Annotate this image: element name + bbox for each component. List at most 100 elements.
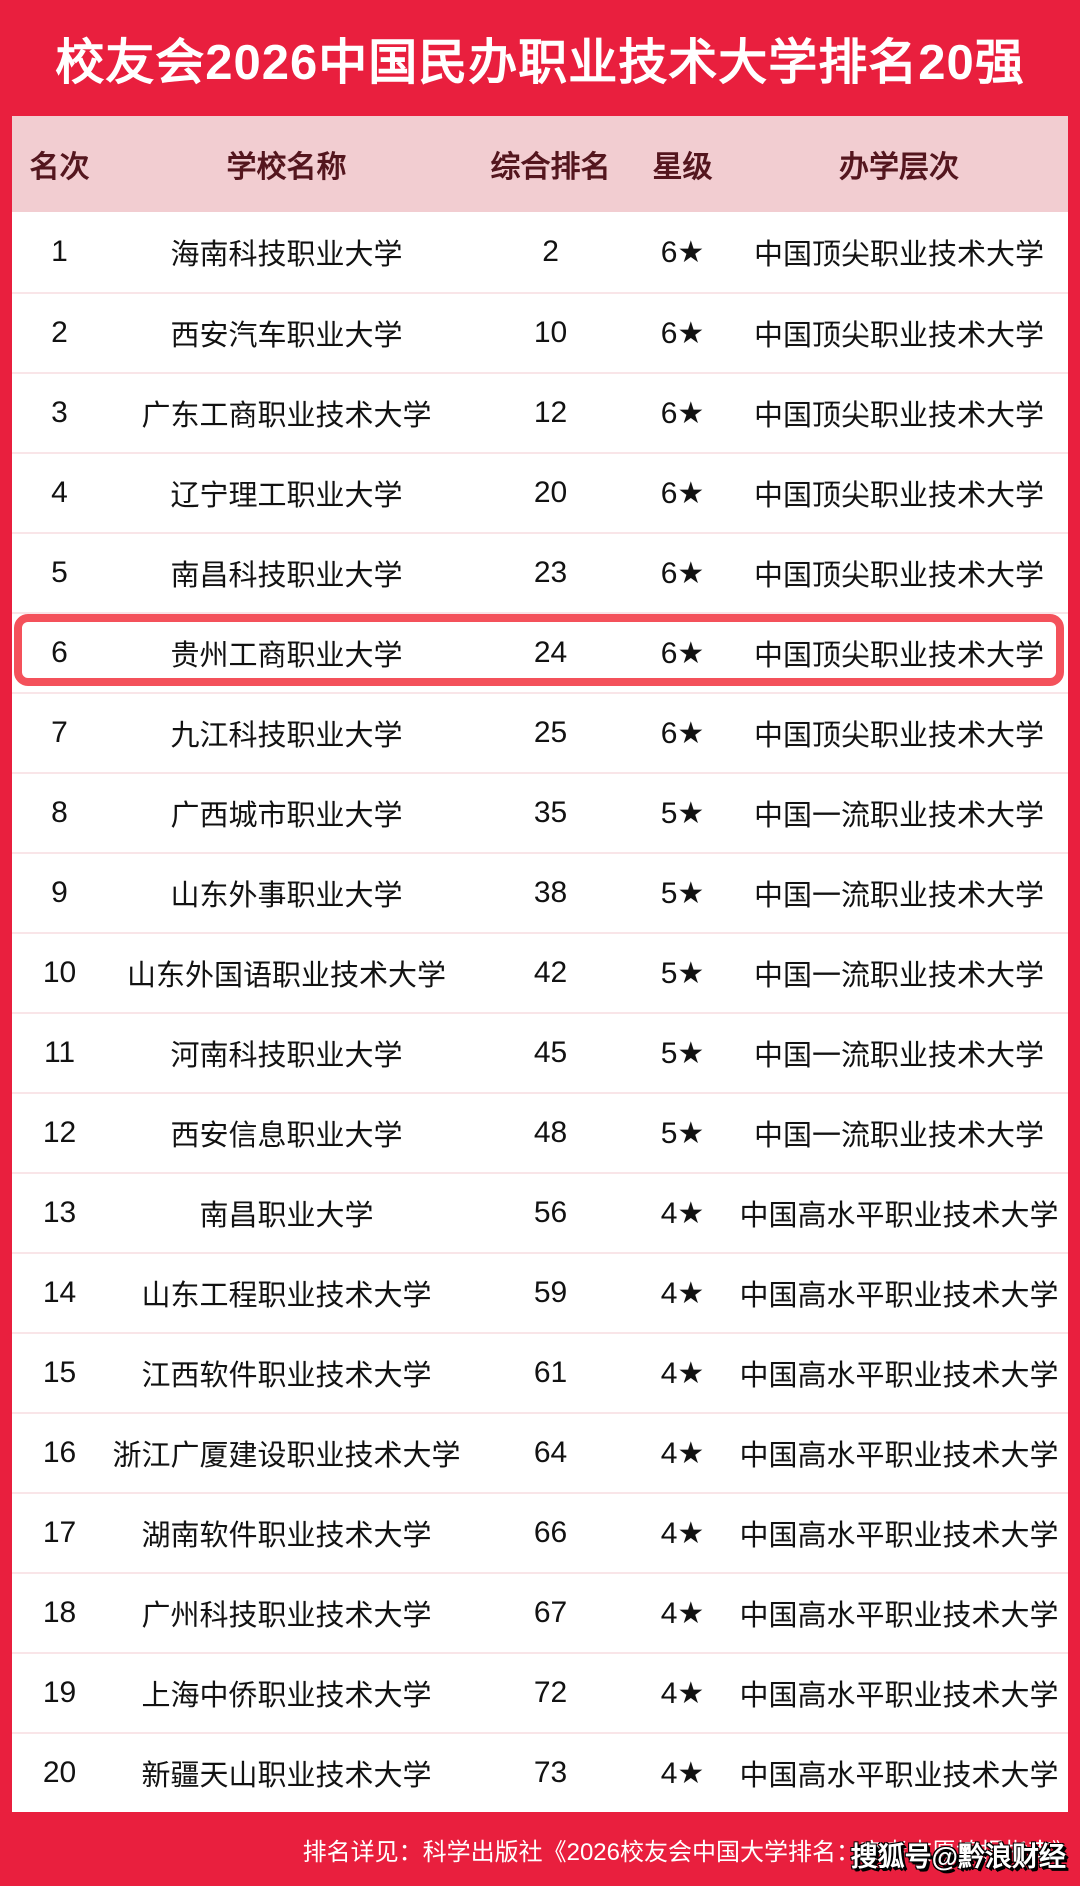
school-level-cell: 中国顶尖职业技术大学: [753, 400, 1044, 432]
overall-rank-cell: 61: [533, 1356, 568, 1389]
table-row: 7 九江科技职业大学 25 6★ 中国顶尖职业技术大学: [12, 692, 1068, 772]
school-level-cell: 中国顶尖职业技术大学: [753, 560, 1044, 592]
col-header-overall: 综合排名: [490, 151, 611, 184]
star-level-cell: 4★: [660, 1676, 705, 1710]
school-level-cell: 中国高水平职业技术大学: [739, 1440, 1059, 1472]
col-header-school: 学校名称: [226, 151, 347, 184]
school-name-cell: 山东外事职业大学: [170, 880, 403, 912]
school-name-cell: 西安汽车职业大学: [170, 320, 403, 352]
overall-rank-cell: 20: [533, 476, 568, 509]
school-name-cell: 上海中侨职业技术大学: [141, 1680, 432, 1712]
rank-cell: 4: [51, 476, 68, 509]
star-level-cell: 4★: [660, 1436, 705, 1470]
table-row: 10 山东外国语职业技术大学 42 5★ 中国一流职业技术大学: [12, 932, 1068, 1012]
star-level-cell: 6★: [660, 316, 705, 350]
school-name-cell: 南昌职业大学: [199, 1200, 374, 1232]
school-name-cell: 广州科技职业技术大学: [141, 1600, 432, 1632]
table-row: 19 上海中侨职业技术大学 72 4★ 中国高水平职业技术大学: [12, 1652, 1068, 1732]
rank-cell: 10: [42, 956, 77, 989]
footer-note: 排名详见：科学出版社《2026校友会中国大学排名：高考志愿填报指南》: [302, 1838, 1076, 1866]
overall-rank-cell: 45: [533, 1036, 568, 1069]
watermark: 搜狐号@黔浪财经: [850, 1842, 1066, 1872]
table-row: 18 广州科技职业技术大学 67 4★ 中国高水平职业技术大学: [12, 1572, 1068, 1652]
school-name-cell: 九江科技职业大学: [170, 720, 403, 752]
table-row: 8 广西城市职业大学 35 5★ 中国一流职业技术大学: [12, 772, 1068, 852]
rank-cell: 19: [42, 1676, 77, 1709]
overall-rank-cell: 10: [533, 316, 568, 349]
overall-rank-cell: 38: [533, 876, 568, 909]
school-level-cell: 中国高水平职业技术大学: [739, 1760, 1059, 1792]
col-header-rank: 名次: [29, 151, 90, 184]
table-header-row: 名次 学校名称 综合排名 星级 办学层次: [12, 116, 1068, 212]
table-row: 9 山东外事职业大学 38 5★ 中国一流职业技术大学: [12, 852, 1068, 932]
col-header-star: 星级: [652, 151, 713, 184]
table-row: 6 贵州工商职业大学 24 6★ 中国顶尖职业技术大学: [12, 612, 1068, 692]
school-level-cell: 中国一流职业技术大学: [753, 1040, 1044, 1072]
star-level-cell: 5★: [660, 796, 705, 830]
overall-rank-cell: 64: [533, 1436, 568, 1469]
star-level-cell: 4★: [660, 1516, 705, 1550]
rank-cell: 15: [42, 1356, 77, 1389]
rank-cell: 20: [42, 1756, 77, 1789]
overall-rank-cell: 59: [533, 1276, 568, 1309]
school-level-cell: 中国高水平职业技术大学: [739, 1680, 1059, 1712]
rank-cell: 8: [51, 796, 68, 829]
star-level-cell: 5★: [660, 876, 705, 910]
col-header-level: 办学层次: [839, 151, 959, 184]
star-level-cell: 4★: [660, 1196, 705, 1230]
ranking-table: 名次 学校名称 综合排名 星级 办学层次 1 海南科技职业大学 2 6★ 中国顶…: [12, 116, 1068, 1812]
table-row: 2 西安汽车职业大学 10 6★ 中国顶尖职业技术大学: [12, 292, 1068, 372]
rank-cell: 2: [51, 316, 68, 349]
table-body: 1 海南科技职业大学 2 6★ 中国顶尖职业技术大学 2 西安汽车职业大学 10…: [12, 212, 1068, 1812]
overall-rank-cell: 56: [533, 1196, 568, 1229]
school-level-cell: 中国高水平职业技术大学: [739, 1360, 1059, 1392]
rank-cell: 16: [42, 1436, 77, 1469]
overall-rank-cell: 24: [533, 636, 568, 669]
school-name-cell: 浙江广厦建设职业技术大学: [112, 1440, 461, 1472]
rank-cell: 12: [42, 1116, 77, 1149]
overall-rank-cell: 35: [533, 796, 568, 829]
rank-cell: 1: [51, 235, 68, 268]
star-level-cell: 4★: [660, 1356, 705, 1390]
school-level-cell: 中国一流职业技术大学: [753, 960, 1044, 992]
table-row: 15 江西软件职业技术大学 61 4★ 中国高水平职业技术大学: [12, 1332, 1068, 1412]
school-name-cell: 山东外国语职业技术大学: [127, 960, 447, 992]
school-level-cell: 中国顶尖职业技术大学: [753, 720, 1044, 752]
rank-cell: 9: [51, 876, 68, 909]
rank-cell: 7: [51, 716, 68, 749]
overall-rank-cell: 48: [533, 1116, 568, 1149]
table-row: 16 浙江广厦建设职业技术大学 64 4★ 中国高水平职业技术大学: [12, 1412, 1068, 1492]
school-name-cell: 南昌科技职业大学: [170, 560, 403, 592]
table-row: 13 南昌职业大学 56 4★ 中国高水平职业技术大学: [12, 1172, 1068, 1252]
star-level-cell: 4★: [660, 1596, 705, 1630]
rank-cell: 18: [42, 1596, 77, 1629]
rank-cell: 6: [51, 636, 68, 669]
star-level-cell: 6★: [660, 636, 705, 670]
overall-rank-cell: 12: [533, 396, 568, 429]
overall-rank-cell: 25: [533, 716, 568, 749]
school-name-cell: 湖南软件职业技术大学: [141, 1520, 432, 1552]
school-name-cell: 海南科技职业大学: [170, 239, 403, 271]
school-level-cell: 中国高水平职业技术大学: [739, 1600, 1059, 1632]
star-level-cell: 6★: [660, 235, 705, 269]
overall-rank-cell: 42: [533, 956, 568, 989]
overall-rank-cell: 72: [533, 1676, 568, 1709]
school-level-cell: 中国顶尖职业技术大学: [753, 480, 1044, 512]
school-level-cell: 中国高水平职业技术大学: [739, 1520, 1059, 1552]
overall-rank-cell: 66: [533, 1516, 568, 1549]
school-name-cell: 山东工程职业技术大学: [141, 1280, 432, 1312]
school-level-cell: 中国顶尖职业技术大学: [753, 239, 1044, 271]
school-name-cell: 广东工商职业技术大学: [141, 400, 432, 432]
rank-cell: 17: [42, 1516, 77, 1549]
school-level-cell: 中国顶尖职业技术大学: [753, 640, 1044, 672]
table-row: 3 广东工商职业技术大学 12 6★ 中国顶尖职业技术大学: [12, 372, 1068, 452]
rank-cell: 14: [42, 1276, 77, 1309]
school-level-cell: 中国一流职业技术大学: [753, 800, 1044, 832]
school-name-cell: 贵州工商职业大学: [170, 640, 403, 672]
star-level-cell: 6★: [660, 556, 705, 590]
rank-cell: 3: [51, 396, 68, 429]
rank-cell: 13: [42, 1196, 77, 1229]
table-row: 11 河南科技职业大学 45 5★ 中国一流职业技术大学: [12, 1012, 1068, 1092]
star-level-cell: 4★: [660, 1276, 705, 1310]
